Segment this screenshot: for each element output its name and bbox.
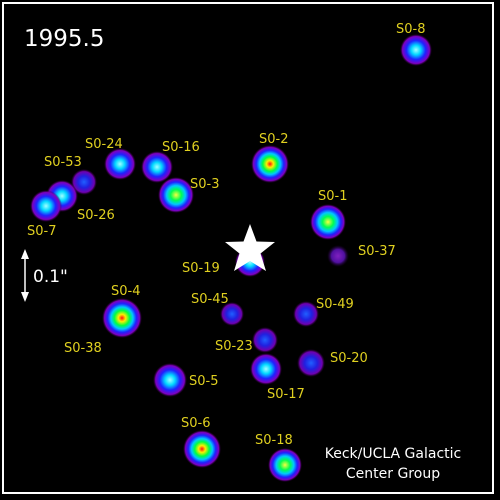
star-label-s0-49: S0-49 — [316, 297, 354, 312]
star-label-s0-3: S0-3 — [190, 177, 220, 192]
star-label-s0-19: S0-19 — [182, 261, 220, 276]
star-blob-s0-4 — [102, 298, 142, 338]
star-label-s0-37: S0-37 — [358, 244, 396, 259]
star-blob-s0-37 — [327, 245, 349, 267]
star-blob-s0-1 — [310, 204, 346, 240]
star-blob-s0-17 — [250, 353, 282, 385]
star-label-s0-8: S0-8 — [396, 22, 426, 37]
star-label-s0-38: S0-38 — [64, 341, 102, 356]
star-label-s0-2: S0-2 — [259, 132, 289, 147]
star-label-s0-16: S0-16 — [162, 140, 200, 155]
star-blob-s0-8 — [400, 34, 432, 66]
star-label-s0-20: S0-20 — [330, 351, 368, 366]
star-label-s0-17: S0-17 — [267, 387, 305, 402]
star-label-s0-45: S0-45 — [191, 292, 229, 307]
star-blob-s0-5 — [153, 363, 187, 397]
credit-line-1: Keck/UCLA Galactic — [318, 444, 468, 464]
star-blob-s0-24 — [104, 148, 136, 180]
star-label-s0-6: S0-6 — [181, 416, 211, 431]
star-blob-s0-23 — [252, 327, 278, 353]
star-blob-s0-20 — [297, 349, 325, 377]
epoch-label: 1995.5 — [24, 26, 104, 52]
star-label-s0-26: S0-26 — [77, 208, 115, 223]
star-blob-s0-6 — [183, 430, 221, 468]
star-label-s0-4: S0-4 — [111, 284, 141, 299]
scale-label: 0.1" — [33, 267, 68, 287]
star-label-s0-18: S0-18 — [255, 433, 293, 448]
star-label-s0-53: S0-53 — [44, 155, 82, 170]
star-label-s0-24: S0-24 — [85, 137, 123, 152]
star-blob-s0-7 — [30, 190, 62, 222]
star-blob-s0-2 — [251, 145, 289, 183]
credit-line-2: Center Group — [318, 464, 468, 484]
credit-text: Keck/UCLA Galactic Center Group — [318, 444, 468, 484]
star-blob-s0-3 — [158, 177, 194, 213]
star-label-s0-23: S0-23 — [215, 339, 253, 354]
star-blob-s0-16 — [141, 151, 173, 183]
star-blob-s0-18 — [268, 448, 302, 482]
scale-bar-arrow-icon — [21, 249, 29, 302]
star-label-s0-1: S0-1 — [318, 189, 348, 204]
star-label-s0-7: S0-7 — [27, 224, 57, 239]
star-label-s0-5: S0-5 — [189, 374, 219, 389]
